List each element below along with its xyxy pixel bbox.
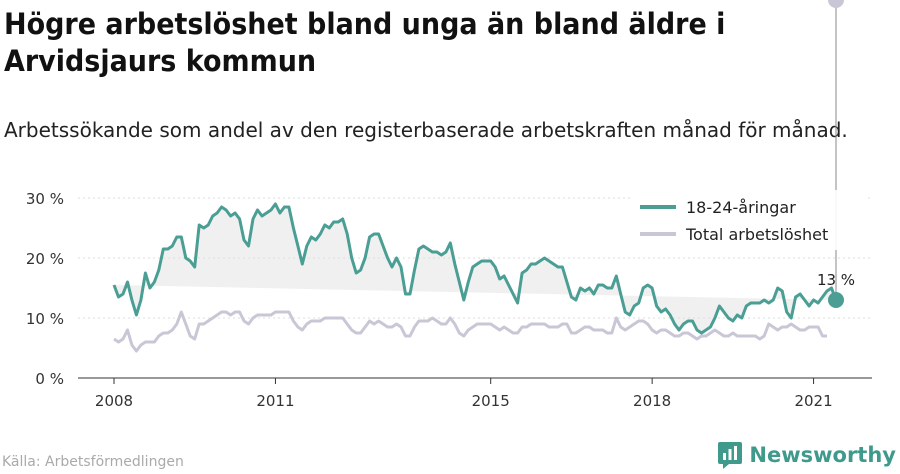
x-tick-label: 2008 bbox=[95, 392, 133, 410]
legend-item-total-label: Total arbetslöshet bbox=[685, 225, 828, 244]
x-tick-label: 2011 bbox=[256, 392, 294, 410]
gap-label: 6 % bbox=[848, 0, 877, 4]
y-tick-label: 0 % bbox=[35, 370, 64, 388]
chart-subtitle: Arbetssökande som andel av den registerb… bbox=[4, 118, 848, 142]
end-marker-youth bbox=[828, 292, 844, 308]
chart-legend: 18-24-åringar Total arbetslöshet bbox=[630, 190, 868, 250]
chart-title: Högre arbetslöshet bland unga än bland ä… bbox=[4, 7, 726, 78]
end-marker-total bbox=[828, 0, 844, 8]
y-tick-label: 10 % bbox=[26, 310, 64, 328]
series-lines bbox=[112, 202, 838, 353]
series-line-total bbox=[113, 310, 827, 353]
source-note: Källa: Arbetsförmedlingen bbox=[2, 454, 184, 470]
end-label-total: 7 % bbox=[822, 0, 851, 4]
x-tick-label: 2015 bbox=[472, 392, 510, 410]
brand-name: Newsworthy bbox=[749, 443, 896, 467]
brand-logo: Newsworthy bbox=[717, 440, 896, 470]
legend-item-youth-label: 18-24-åringar bbox=[686, 198, 796, 217]
end-labels: 13 % 7 %6 % bbox=[817, 0, 877, 308]
y-tick-label: 20 % bbox=[26, 250, 64, 268]
y-tick-label: 30 % bbox=[26, 190, 64, 208]
newsworthy-logo-icon bbox=[718, 442, 743, 469]
series-line-youth bbox=[112, 202, 838, 335]
x-axis: 2008 2011 2015 2018 2021 bbox=[78, 377, 872, 410]
legend-background bbox=[630, 190, 868, 250]
end-label-youth: 13 % bbox=[817, 271, 855, 289]
x-tick-label: 2021 bbox=[794, 392, 832, 410]
x-tick-label: 2018 bbox=[633, 392, 671, 410]
